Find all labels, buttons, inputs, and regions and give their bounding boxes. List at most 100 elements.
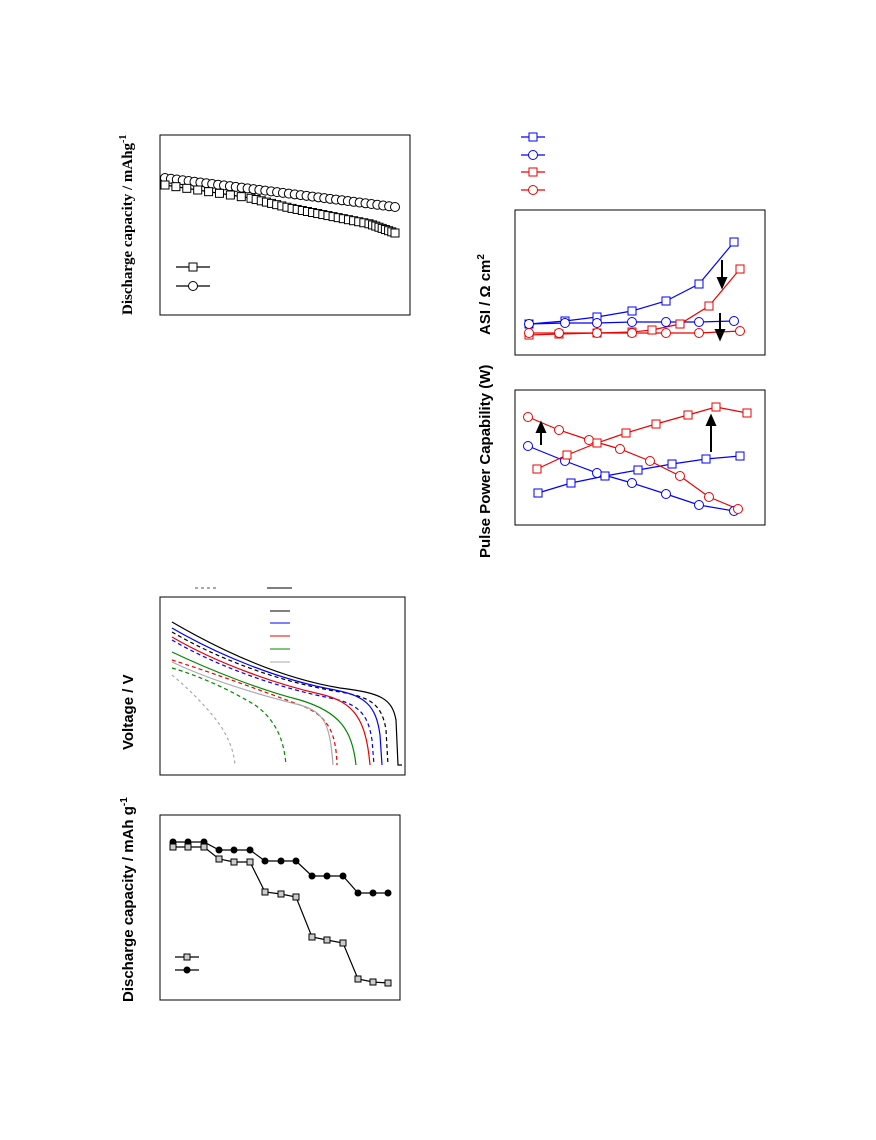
marker bbox=[369, 889, 377, 897]
marker bbox=[592, 438, 602, 448]
marker bbox=[183, 953, 191, 961]
marker bbox=[694, 317, 704, 327]
marker bbox=[661, 296, 671, 306]
marker bbox=[215, 846, 223, 854]
marker bbox=[171, 182, 181, 192]
marker bbox=[528, 132, 538, 142]
marker bbox=[647, 325, 657, 335]
marker bbox=[584, 435, 594, 445]
marker bbox=[188, 281, 198, 291]
marker bbox=[230, 846, 238, 854]
marker bbox=[735, 264, 745, 274]
marker bbox=[390, 202, 400, 212]
marker bbox=[592, 468, 602, 478]
marker bbox=[627, 328, 637, 338]
marker bbox=[354, 975, 362, 983]
marker bbox=[667, 459, 677, 469]
marker bbox=[554, 328, 564, 338]
marker bbox=[188, 262, 198, 272]
marker bbox=[369, 978, 377, 986]
series bbox=[528, 268, 741, 336]
marker bbox=[246, 858, 254, 866]
marker bbox=[661, 317, 671, 327]
marker bbox=[292, 893, 300, 901]
series bbox=[536, 406, 748, 470]
y-label: ASI / Ω cm2 bbox=[476, 254, 494, 335]
marker bbox=[354, 889, 362, 897]
marker bbox=[225, 190, 235, 200]
marker bbox=[615, 444, 625, 454]
marker bbox=[236, 192, 246, 202]
marker bbox=[735, 451, 745, 461]
marker bbox=[528, 167, 538, 177]
marker bbox=[390, 228, 400, 238]
marker bbox=[184, 843, 192, 851]
marker bbox=[524, 319, 534, 329]
marker bbox=[729, 316, 739, 326]
marker bbox=[627, 317, 637, 327]
marker bbox=[384, 889, 392, 897]
marker bbox=[560, 318, 570, 328]
marker bbox=[651, 419, 661, 429]
marker bbox=[523, 412, 533, 422]
marker bbox=[230, 858, 238, 866]
marker bbox=[562, 450, 572, 460]
legend bbox=[270, 610, 290, 663]
marker bbox=[261, 857, 269, 865]
marker bbox=[704, 492, 714, 502]
marker bbox=[701, 454, 711, 464]
marker bbox=[600, 471, 610, 481]
y-label: Discharge capacity / mAh g-1 bbox=[119, 797, 137, 1002]
arrows bbox=[535, 413, 717, 452]
marker bbox=[742, 408, 752, 418]
marker bbox=[554, 425, 564, 435]
marker bbox=[592, 328, 602, 338]
marker bbox=[524, 328, 534, 338]
marker bbox=[323, 872, 331, 880]
marker bbox=[169, 843, 177, 851]
marker bbox=[675, 471, 685, 481]
marker bbox=[339, 872, 347, 880]
frame bbox=[159, 814, 401, 1001]
marker bbox=[633, 465, 643, 475]
marker bbox=[215, 855, 223, 863]
marker bbox=[204, 187, 214, 197]
frame bbox=[514, 389, 766, 526]
frame bbox=[159, 134, 411, 316]
marker bbox=[694, 328, 704, 338]
marker bbox=[711, 402, 721, 412]
marker bbox=[533, 488, 543, 498]
frame bbox=[159, 596, 406, 776]
marker bbox=[532, 464, 542, 474]
marker bbox=[193, 185, 203, 195]
marker bbox=[323, 936, 331, 944]
series bbox=[173, 846, 389, 984]
y-label: Discharge capacity / mAhg-1 bbox=[118, 135, 136, 315]
marker bbox=[384, 979, 392, 987]
marker bbox=[661, 328, 671, 338]
marker bbox=[683, 410, 693, 420]
marker bbox=[704, 301, 714, 311]
marker bbox=[160, 180, 170, 190]
marker bbox=[523, 441, 533, 451]
marker bbox=[528, 185, 538, 195]
marker bbox=[308, 872, 316, 880]
marker bbox=[621, 428, 631, 438]
series bbox=[527, 416, 739, 510]
marker bbox=[292, 857, 300, 865]
frame bbox=[514, 209, 766, 356]
marker bbox=[694, 500, 704, 510]
marker bbox=[733, 504, 743, 514]
marker bbox=[694, 279, 704, 289]
marker bbox=[661, 489, 671, 499]
marker bbox=[339, 939, 347, 947]
marker bbox=[645, 456, 655, 466]
marker bbox=[277, 857, 285, 865]
marker bbox=[183, 966, 191, 974]
marker bbox=[627, 306, 637, 316]
y-label: Pulse Power Capability (W) bbox=[477, 365, 494, 558]
arrows bbox=[714, 260, 728, 342]
curves bbox=[171, 621, 402, 766]
marker bbox=[729, 237, 739, 247]
